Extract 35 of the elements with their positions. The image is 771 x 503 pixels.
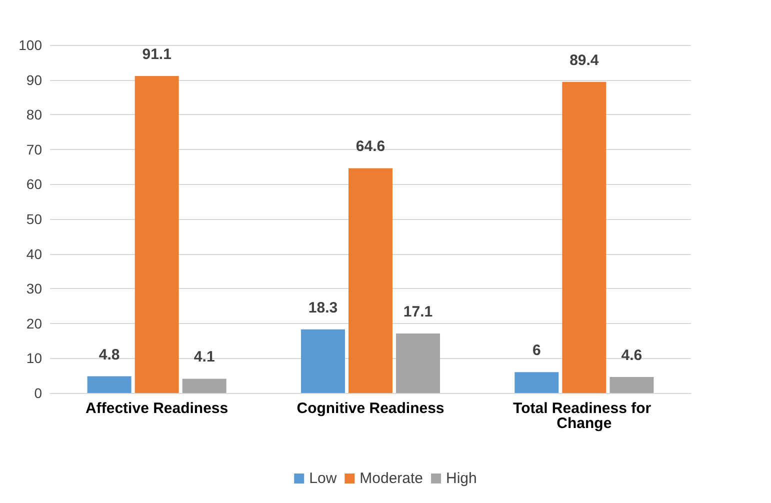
data-label: 89.4 [570,52,600,69]
bar [514,372,559,393]
data-label: 91.1 [142,46,172,63]
y-tick-label: 0 [34,385,42,401]
x-tick-label: Total Readiness for Change [513,400,656,432]
legend-label: Low [309,470,337,487]
y-tick-label: 80 [26,106,42,123]
data-label: 4.1 [194,348,215,366]
bar [300,329,345,393]
y-tick-label: 90 [26,72,42,88]
data-label: 4.8 [98,346,120,364]
bar [348,168,392,393]
bar [182,378,226,393]
data-label: 64.6 [356,138,386,156]
y-tick-label: 100 [18,37,42,53]
y-tick-label: 60 [26,176,42,192]
bar [87,376,132,393]
y-tick-label: 10 [26,350,42,366]
y-tick-label: 30 [26,280,42,297]
y-tick-label: 40 [26,246,42,262]
data-label: 4.6 [621,346,642,364]
data-label: 6 [532,342,541,360]
bar [396,333,440,393]
bar [134,76,179,393]
y-tick-label: 70 [26,141,42,158]
data-label: 18.3 [308,299,338,316]
bar [562,82,606,393]
legend-label: Moderate [360,470,424,487]
data-label: 17.1 [403,303,433,320]
y-tick-label: 20 [26,315,42,332]
x-tick-label: Cognitive Readiness [296,400,444,417]
x-tick-label: Affective Readiness [86,400,228,417]
legend-label: High [446,470,477,487]
y-tick-label: 50 [26,211,42,227]
bar [610,376,654,393]
